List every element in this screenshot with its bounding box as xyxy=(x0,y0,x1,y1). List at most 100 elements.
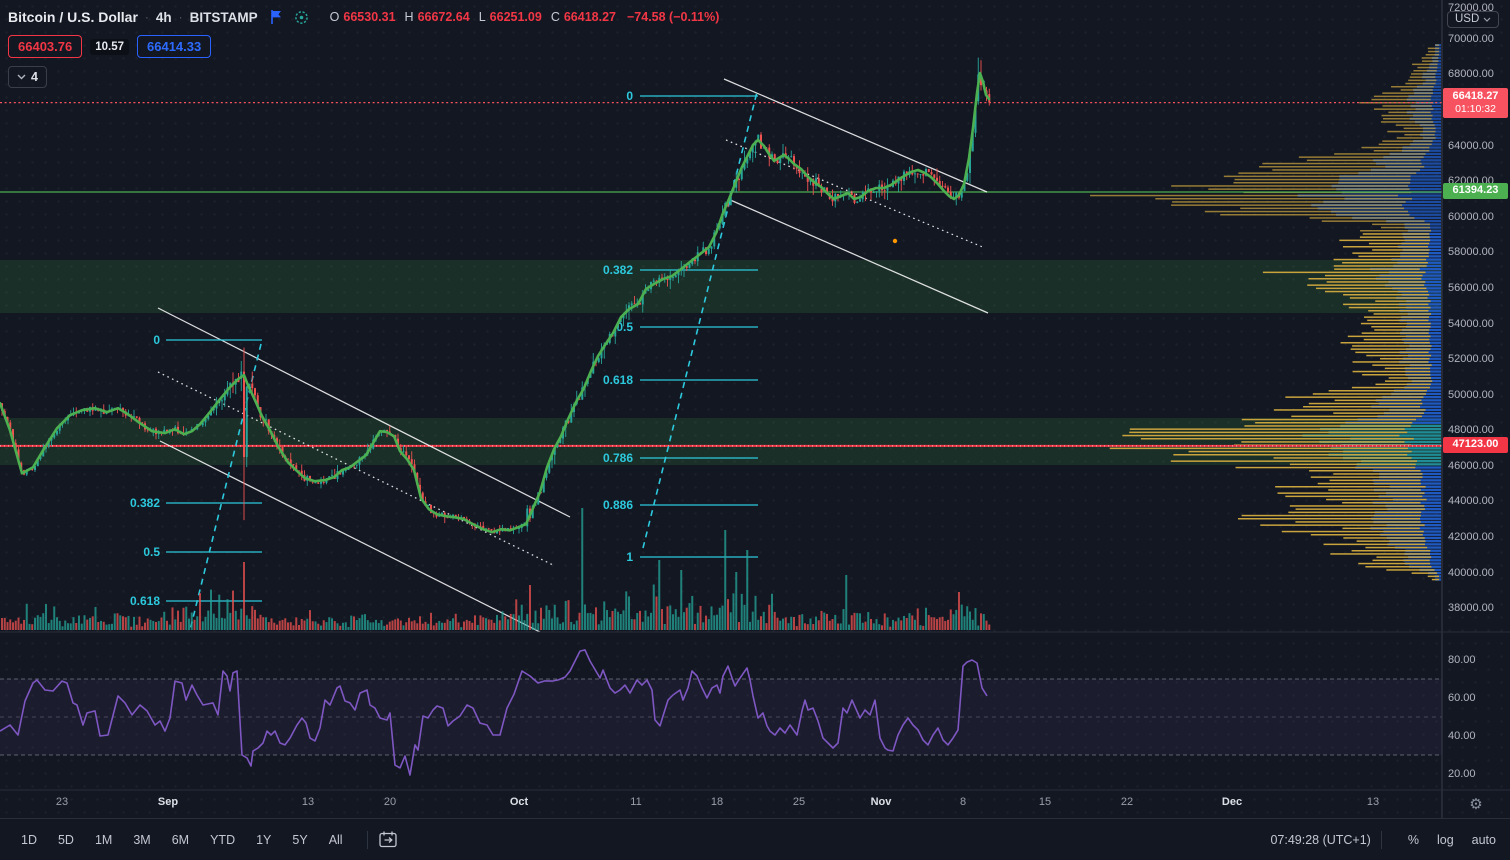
range-button-5d[interactable]: 5D xyxy=(57,832,74,847)
fib-label: 0.5 xyxy=(143,545,160,559)
time-axis-label: 13 xyxy=(301,796,315,808)
flag-icon[interactable] xyxy=(269,9,283,25)
last-price-value: 66418.27 xyxy=(1452,89,1499,102)
chevron-down-icon xyxy=(1483,17,1491,22)
time-axis-label: 18 xyxy=(710,796,724,808)
moving-average-line xyxy=(0,71,991,534)
range-button-ytd[interactable]: YTD xyxy=(210,832,236,847)
rsi-indicator xyxy=(0,649,1442,776)
fib-label: 0.786 xyxy=(603,451,633,465)
range-button-6m[interactable]: 6M xyxy=(171,832,190,847)
fib-label: 0.382 xyxy=(603,263,633,277)
auto-scale-button[interactable]: auto xyxy=(1471,832,1496,847)
indicator-axis-label: 80.00 xyxy=(1448,654,1476,666)
price-axis-label: 56000.00 xyxy=(1448,281,1494,294)
chart-header: Bitcoin / U.S. Dollar · 4h · BITSTAMP O … xyxy=(8,6,719,88)
axis-settings-corner: ⚙ xyxy=(1442,790,1510,818)
fib-retracement-left: 0 0.382 0.5 0.618 xyxy=(130,333,262,608)
price-axis-label: 48000.00 xyxy=(1448,424,1494,437)
time-axis-label: Sep xyxy=(157,796,179,808)
price-axis-label: 50000.00 xyxy=(1448,388,1494,401)
fib-label: 0 xyxy=(153,333,160,347)
time-axis-label: 8 xyxy=(959,796,967,808)
gear-icon[interactable]: ⚙ xyxy=(1469,796,1483,813)
interval-collapse-value: 4 xyxy=(31,70,38,84)
fib-retracement-right: 0 0.382 0.5 0.618 0.786 0.886 1 xyxy=(603,89,758,564)
close-value: 66418.27 xyxy=(563,10,616,24)
open-value: 66530.31 xyxy=(343,10,396,24)
provider-logo-icon xyxy=(294,10,309,25)
fib-label: 0 xyxy=(626,89,633,103)
bid-ask-row: 66403.76 10.57 66414.33 xyxy=(8,35,719,58)
indicator-axis-label: 60.00 xyxy=(1448,692,1476,704)
clock-readout[interactable]: 07:49:28 (UTC+1) xyxy=(1270,832,1371,847)
price-axis-label: 46000.00 xyxy=(1448,459,1494,472)
time-axis-label: Dec xyxy=(1221,796,1243,808)
chevron-down-icon xyxy=(17,74,26,80)
high-value: 66672.64 xyxy=(417,10,470,24)
price-axis-label: 44000.00 xyxy=(1448,495,1494,508)
range-button-5y[interactable]: 5Y xyxy=(292,832,308,847)
indicator-axis-label: 40.00 xyxy=(1448,730,1476,742)
price-axis-label: 40000.00 xyxy=(1448,566,1494,579)
separator: · xyxy=(178,10,183,24)
toolbar-divider xyxy=(1380,830,1382,849)
alert-price-tag: 47123.00 xyxy=(1443,437,1508,454)
low-value: 66251.09 xyxy=(489,10,542,24)
range-button-3m[interactable]: 3M xyxy=(133,832,151,847)
fib-label: 0.5 xyxy=(616,320,633,334)
symbol-row: Bitcoin / U.S. Dollar · 4h · BITSTAMP O … xyxy=(8,6,719,28)
sell-button[interactable]: 66403.76 xyxy=(8,35,83,58)
low-label: L xyxy=(478,10,486,24)
dashed-trendlines xyxy=(188,91,758,632)
price-axis-label: 60000.00 xyxy=(1448,210,1494,223)
bottom-toolbar: 1D 5D 1M 3M 6M YTD 1Y 5Y All 07:49:28 (UTC+1) % … xyxy=(0,818,1510,860)
volume-series xyxy=(1,508,991,630)
currency-dropdown[interactable]: USD xyxy=(1447,11,1500,28)
time-axis-label: 20 xyxy=(383,796,397,808)
price-axis-label: 68000.00 xyxy=(1448,68,1494,81)
price-axis-label: 38000.00 xyxy=(1448,602,1494,615)
price-axis-label: 42000.00 xyxy=(1448,531,1494,544)
fib-label: 0.886 xyxy=(603,498,633,512)
trend-channels xyxy=(157,78,989,632)
price-axis-label: 52000.00 xyxy=(1448,353,1494,366)
time-axis-label: 25 xyxy=(792,796,806,808)
level-price-value: 61394.23 xyxy=(1452,184,1499,197)
spread-value: 10.57 xyxy=(90,38,130,55)
symbol-name[interactable]: Bitcoin / U.S. Dollar xyxy=(8,9,138,25)
percent-scale-button[interactable]: % xyxy=(1407,832,1419,847)
fib-label: 0.618 xyxy=(603,373,633,387)
ohlc-readout: O 66530.31 H 66672.64 L 66251.09 C 66418… xyxy=(330,10,720,24)
highlight-bands xyxy=(0,260,1442,465)
range-button-1d[interactable]: 1D xyxy=(21,832,37,847)
interval-collapse-button[interactable]: 4 xyxy=(8,66,47,88)
range-button-all[interactable]: All xyxy=(328,832,343,847)
price-axis-label: 64000.00 xyxy=(1448,139,1494,152)
bar-countdown: 01:10:32 xyxy=(1455,103,1496,116)
go-to-date-icon[interactable] xyxy=(378,830,399,850)
fib-label: 0.618 xyxy=(130,594,160,608)
time-axis-label: 15 xyxy=(1038,796,1052,808)
level-price-tag: 61394.23 xyxy=(1443,183,1508,200)
alert-price-value: 47123.00 xyxy=(1452,438,1499,451)
range-button-1y[interactable]: 1Y xyxy=(256,832,272,847)
open-label: O xyxy=(329,10,340,24)
time-axis-label: 13 xyxy=(1366,796,1380,808)
price-axis-label: 70000.00 xyxy=(1448,32,1494,45)
time-axis-label: 11 xyxy=(630,796,642,808)
last-price-tag: 66418.27 01:10:32 xyxy=(1443,87,1508,119)
interval-label[interactable]: 4h xyxy=(155,9,172,25)
log-scale-button[interactable]: log xyxy=(1436,832,1454,847)
time-axis-label: Oct xyxy=(509,796,529,808)
indicator-axis-label: 20.00 xyxy=(1448,768,1476,780)
buy-button[interactable]: 66414.33 xyxy=(137,35,212,58)
time-axis[interactable]: 23 Sep 13 20 Oct 11 18 25 Nov 8 15 22 Dec 13 xyxy=(0,792,1442,818)
price-levels xyxy=(0,101,1442,447)
high-label: H xyxy=(404,10,414,24)
price-axis-label: 58000.00 xyxy=(1448,246,1494,259)
range-button-1m[interactable]: 1M xyxy=(94,832,113,847)
exchange-label[interactable]: BITSTAMP xyxy=(189,9,258,25)
